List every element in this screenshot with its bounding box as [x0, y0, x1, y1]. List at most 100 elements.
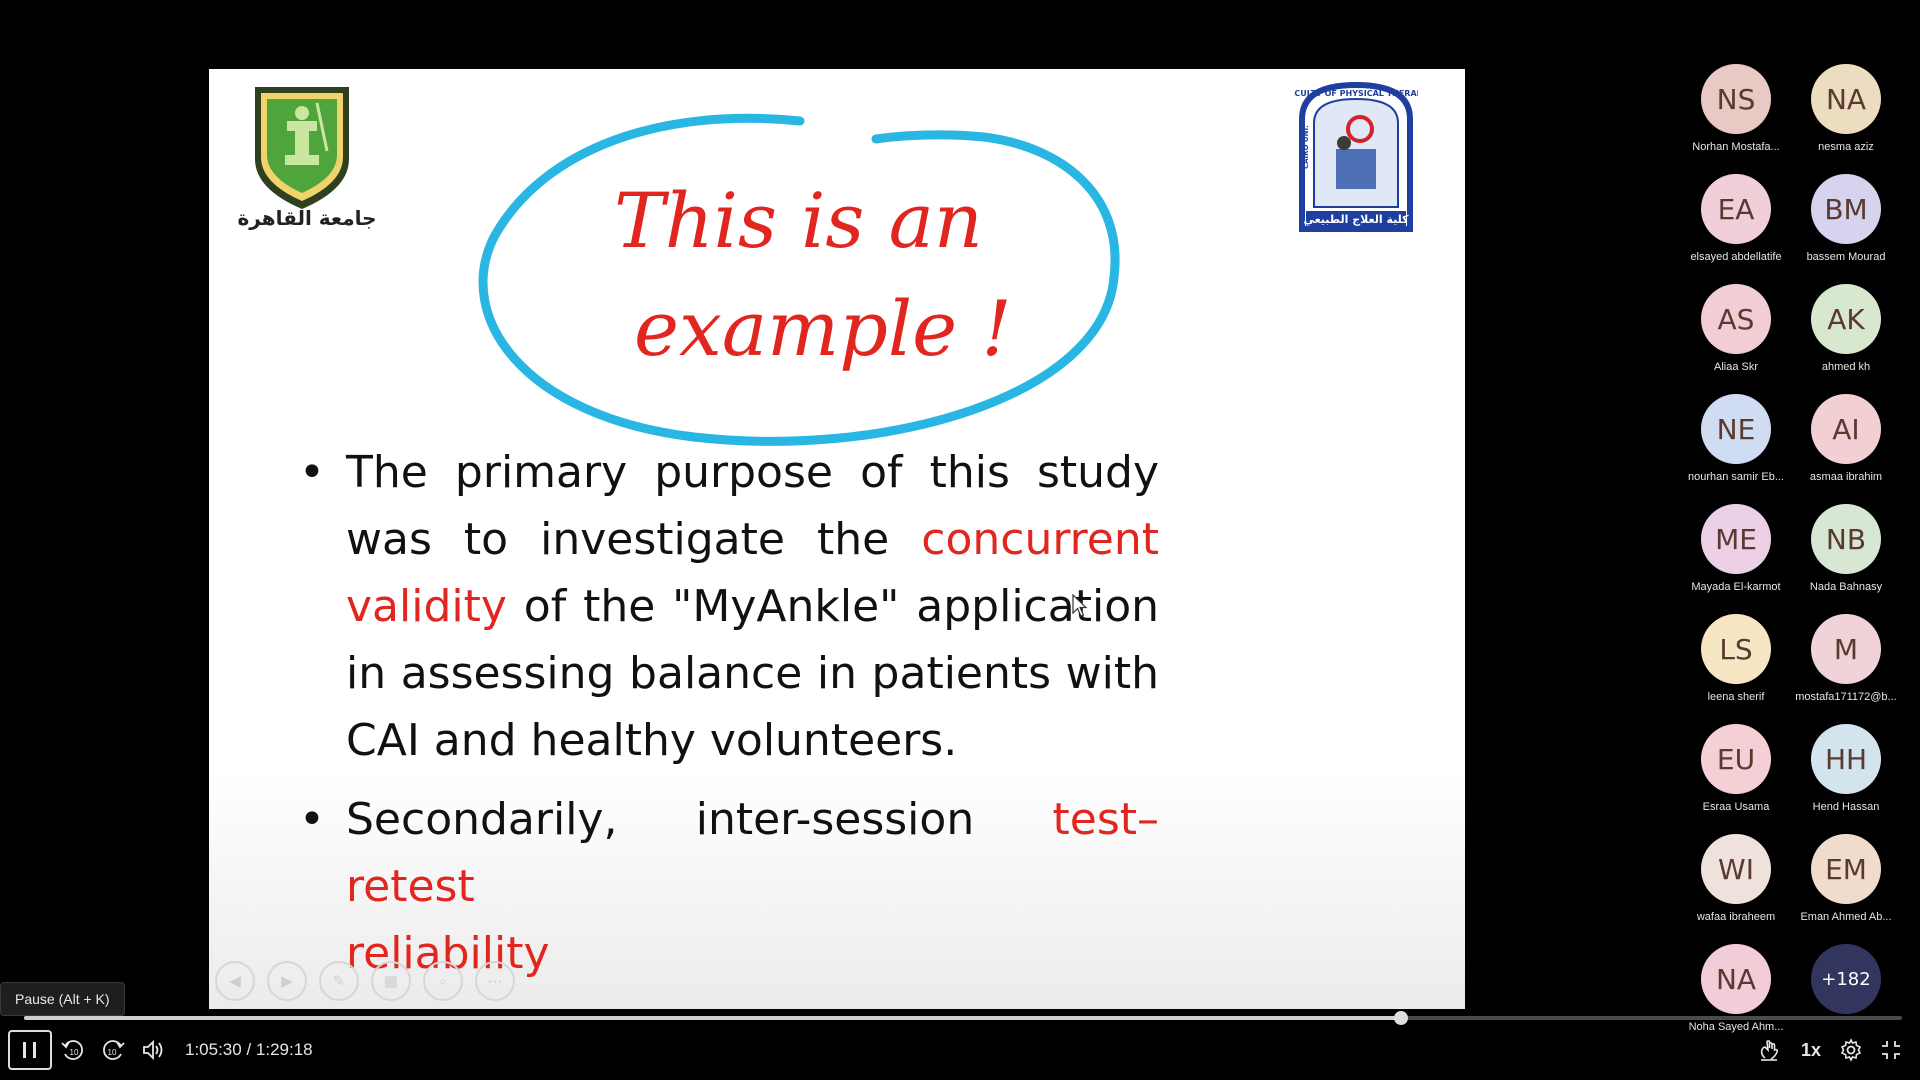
- participant-avatar: AS: [1701, 284, 1771, 354]
- participant-tile[interactable]: EU Esraa Usama: [1684, 724, 1788, 813]
- more-participants-badge: +182: [1811, 944, 1881, 1014]
- exit-fullscreen-button[interactable]: [1874, 1030, 1908, 1070]
- participant-avatar: NE: [1701, 394, 1771, 464]
- participant-tile[interactable]: BM bassem Mourad: [1794, 174, 1898, 263]
- slide-bullet-list: • The primary purpose of this study was …: [299, 439, 1159, 987]
- participant-name: Nada Bahnasy: [1809, 581, 1883, 593]
- participant-tile[interactable]: EA elsayed abdellatife: [1684, 174, 1788, 263]
- participant-tile[interactable]: NS Norhan Mostafa...: [1684, 64, 1788, 153]
- logo-left-caption: جامعة القاهرة: [237, 206, 376, 230]
- participant-name: asmaa ibrahim: [1809, 471, 1883, 483]
- participant-tile[interactable]: +182: [1794, 944, 1898, 1021]
- pause-tooltip: Pause (Alt + K): [0, 982, 125, 1016]
- participant-tile[interactable]: NA nesma aziz: [1794, 64, 1898, 153]
- bullet1-highlight: concurrent validity: [346, 514, 1159, 632]
- participant-tile[interactable]: ME Mayada El-karmot: [1684, 504, 1788, 593]
- previous-slide-icon[interactable]: ◀: [215, 961, 255, 1001]
- seek-bar-thumb[interactable]: [1394, 1011, 1409, 1025]
- participant-name: Hend Hassan: [1812, 801, 1880, 813]
- forward-10-label: 10: [108, 1048, 117, 1057]
- participant-avatar: M: [1811, 614, 1881, 684]
- bullet2-text: Secondarily, inter-session: [346, 794, 1053, 845]
- playback-time: 1:05:30 / 1:29:18: [185, 1040, 313, 1059]
- participant-avatar: BM: [1811, 174, 1881, 244]
- participant-avatar: NB: [1811, 504, 1881, 574]
- participant-name: wafaa ibraheem: [1696, 911, 1776, 923]
- participant-avatar: LS: [1701, 614, 1771, 684]
- participants-toggle-button[interactable]: [1753, 1030, 1787, 1070]
- rewind-10-icon: 10: [61, 1040, 83, 1060]
- participant-avatar: WI: [1701, 834, 1771, 904]
- participant-tile[interactable]: HH Hend Hassan: [1794, 724, 1898, 813]
- participant-tile[interactable]: NE nourhan samir Eb...: [1684, 394, 1788, 483]
- participant-avatar: AI: [1811, 394, 1881, 464]
- playback-speed-button[interactable]: 1x: [1800, 1039, 1822, 1060]
- pause-icon: [23, 1042, 36, 1058]
- participant-name: nesma aziz: [1818, 141, 1874, 153]
- participant-name: Eman Ahmed Ab...: [1800, 911, 1892, 923]
- participant-name: elsayed abdellatife: [1690, 251, 1782, 263]
- participant-avatar: EA: [1701, 174, 1771, 244]
- participant-avatar: ME: [1701, 504, 1771, 574]
- zoom-icon[interactable]: ⌕: [423, 961, 463, 1001]
- bullet-dot: •: [299, 794, 325, 845]
- participant-avatar: EU: [1701, 724, 1771, 794]
- participant-name: mostafa171172@b...: [1795, 691, 1897, 703]
- rewind-10-button[interactable]: 10: [58, 1030, 88, 1070]
- logo-right-ring-text: FACULTY OF PHYSICAL THERAPY: [1294, 89, 1418, 98]
- seek-bar-played: [24, 1016, 1402, 1020]
- participant-tile[interactable]: EM Eman Ahmed Ab...: [1794, 834, 1898, 923]
- participant-name: Esraa Usama: [1702, 801, 1770, 813]
- mouse-pointer-icon: [1072, 594, 1088, 617]
- participant-tile[interactable]: LS leena sherif: [1684, 614, 1788, 703]
- slide-toolbar: ◀ ▶ ✎ ▦ ⌕ ⋯: [215, 961, 515, 1001]
- participant-avatar: EM: [1811, 834, 1881, 904]
- participant-tile[interactable]: WI wafaa ibraheem: [1684, 834, 1788, 923]
- presentation-slide: جامعة القاهرة كلية العلاج الطبيعي FACULT…: [209, 69, 1465, 1009]
- bullet1-text-b: of the "MyAnkle" application in assessin…: [346, 581, 1159, 766]
- participant-tile[interactable]: NB Nada Bahnasy: [1794, 504, 1898, 593]
- participant-name: Aliaa Skr: [1713, 361, 1759, 373]
- exit-fullscreen-icon: [1882, 1041, 1900, 1059]
- forward-10-button[interactable]: 10: [98, 1030, 128, 1070]
- participant-name: Norhan Mostafa...: [1692, 141, 1780, 153]
- handwriting-line-2: example !: [634, 284, 1012, 373]
- more-options-icon[interactable]: ⋯: [475, 961, 515, 1001]
- logo-right-caption: كلية العلاج الطبيعي: [1303, 213, 1409, 227]
- participant-tile[interactable]: AI asmaa ibrahim: [1794, 394, 1898, 483]
- participant-name: Mayada El-karmot: [1691, 581, 1781, 593]
- bullet-secondary: • Secondarily, inter-session test–retest …: [299, 786, 1159, 987]
- faculty-physical-therapy-logo: كلية العلاج الطبيعي FACULTY OF PHYSICAL …: [1294, 81, 1418, 232]
- gear-icon: [1840, 1038, 1862, 1062]
- participant-avatar: NA: [1701, 944, 1771, 1014]
- blue-circle-stroke: [478, 113, 1120, 446]
- volume-icon: [143, 1039, 163, 1061]
- rewind-10-label: 10: [70, 1048, 79, 1057]
- participant-tile[interactable]: AK ahmed kh: [1794, 284, 1898, 373]
- slides-grid-icon[interactable]: ▦: [371, 961, 411, 1001]
- participant-avatar: NS: [1701, 64, 1771, 134]
- participant-tile[interactable]: AS Aliaa Skr: [1684, 284, 1788, 373]
- next-slide-icon[interactable]: ▶: [267, 961, 307, 1001]
- seek-bar[interactable]: [24, 1011, 1902, 1025]
- forward-10-icon: 10: [103, 1040, 125, 1060]
- settings-button[interactable]: [1834, 1030, 1868, 1070]
- volume-button[interactable]: [138, 1030, 168, 1070]
- bullet2-highlight-a: test–retest: [346, 794, 1159, 912]
- handwritten-example-annotation: This is an example !: [478, 113, 1120, 446]
- participant-tile[interactable]: NA Noha Sayed Ahm...: [1684, 944, 1788, 1033]
- hand-raise-icon: [1760, 1040, 1779, 1061]
- participant-avatar: HH: [1811, 724, 1881, 794]
- pause-button[interactable]: [8, 1030, 52, 1070]
- bullet-primary-purpose: • The primary purpose of this study was …: [299, 439, 1159, 774]
- participant-name: nourhan samir Eb...: [1688, 471, 1784, 483]
- cairo-university-logo: جامعة القاهرة: [237, 87, 377, 230]
- participant-name: ahmed kh: [1821, 361, 1871, 373]
- participant-name: bassem Mourad: [1806, 251, 1886, 263]
- participant-avatar: AK: [1811, 284, 1881, 354]
- participant-name: leena sherif: [1707, 691, 1765, 703]
- logo-right-side-text: CAIRO UNI.: [1302, 125, 1310, 169]
- pen-icon[interactable]: ✎: [319, 961, 359, 1001]
- participant-avatar: NA: [1811, 64, 1881, 134]
